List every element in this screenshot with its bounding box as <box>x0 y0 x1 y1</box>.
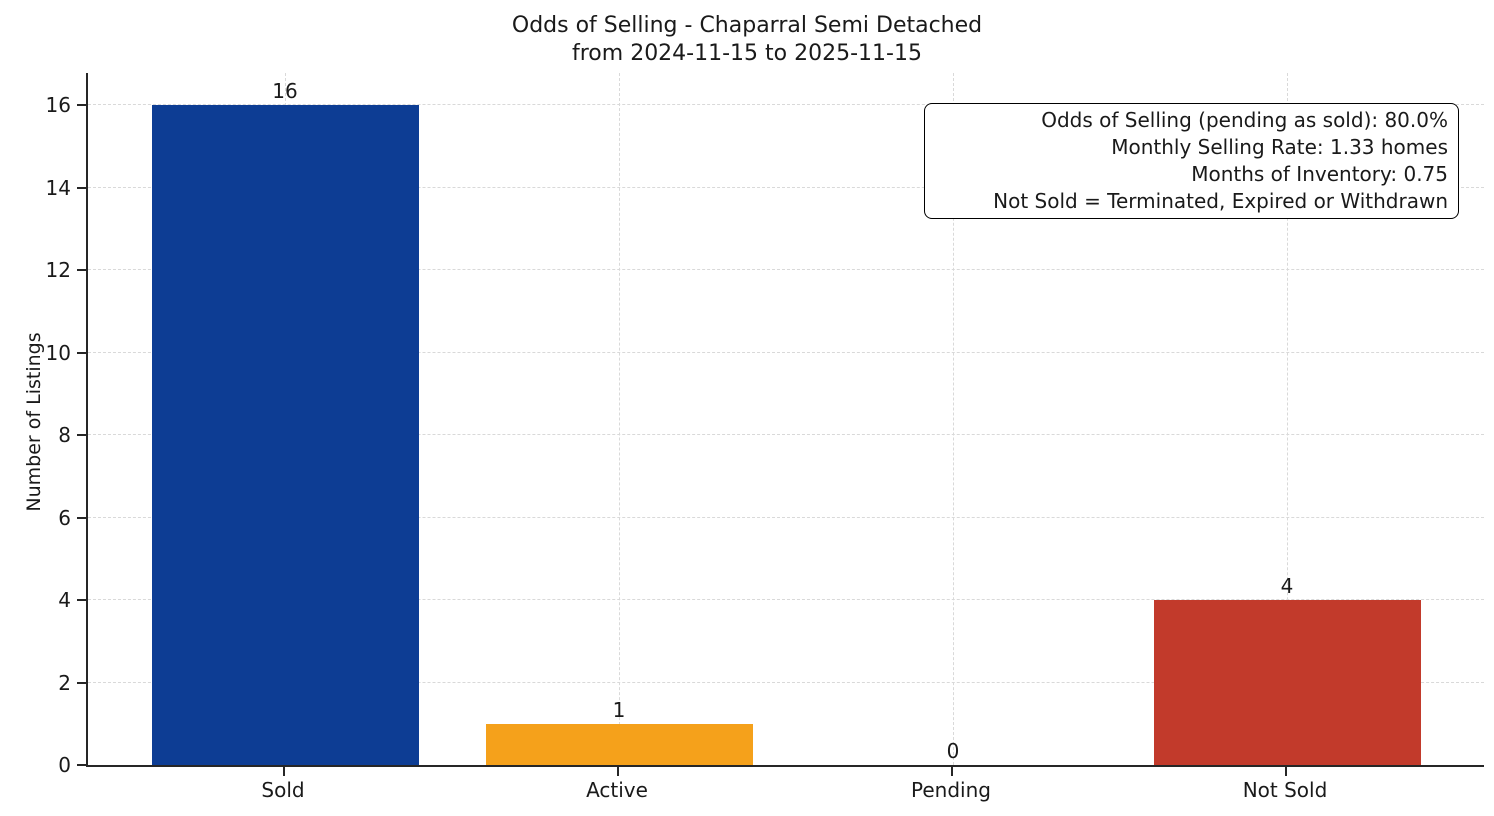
x-tick-mark <box>283 767 285 776</box>
chart-subtitle: from 2024-11-15 to 2025-11-15 <box>572 41 922 66</box>
bar-value-label: 0 <box>946 739 960 763</box>
y-tick-mark <box>77 186 86 189</box>
y-tick-mark <box>77 516 86 519</box>
y-tick-label: 16 <box>45 93 71 118</box>
bar-active <box>485 724 753 765</box>
chart-title: Odds of Selling - Chaparral Semi Detache… <box>511 13 983 38</box>
y-tick-label: 8 <box>58 423 71 448</box>
y-tick-label: 14 <box>45 175 71 200</box>
plot-area: 16 1 0 4 <box>86 73 1484 767</box>
bar-not-sold <box>1153 600 1421 765</box>
y-tick-label: 2 <box>58 670 71 695</box>
h-gridline <box>88 599 1484 601</box>
y-tick-mark <box>77 351 86 354</box>
y-tick-mark <box>77 681 86 684</box>
h-gridline <box>88 104 1484 106</box>
y-tick-mark <box>77 764 86 766</box>
bar-value-label: 16 <box>272 79 298 103</box>
h-gridline <box>88 434 1484 436</box>
y-tick-mark <box>77 104 86 107</box>
v-gridline <box>619 73 620 765</box>
bar-value-label: 1 <box>612 698 626 722</box>
annotation-line: Odds of Selling (pending as sold): 80.0% <box>1041 108 1448 132</box>
y-tick-mark <box>77 434 86 437</box>
h-gridline <box>88 681 1484 683</box>
h-gridline <box>88 269 1484 271</box>
x-tick-label-sold: Sold <box>261 778 305 802</box>
x-tick-label-pending: Pending <box>911 778 991 802</box>
y-tick-label: 12 <box>45 258 71 283</box>
x-tick-label-active: Active <box>586 778 648 802</box>
annotation-line: Months of Inventory: 0.75 <box>1191 162 1448 186</box>
y-tick-mark <box>77 269 86 272</box>
bar-sold <box>151 105 419 765</box>
x-tick-mark <box>951 767 953 776</box>
y-tick-label: 6 <box>58 505 71 530</box>
annotation-line: Not Sold = Terminated, Expired or Withdr… <box>993 189 1448 213</box>
h-gridline <box>88 516 1484 518</box>
h-gridline <box>88 351 1484 353</box>
h-gridline <box>88 186 1484 188</box>
x-tick-mark <box>1285 767 1287 776</box>
v-gridline <box>1287 73 1288 765</box>
x-tick-label-not-sold: Not Sold <box>1242 778 1328 802</box>
v-gridline <box>953 73 954 765</box>
y-tick-label: 0 <box>58 753 71 777</box>
annotation-box: Odds of Selling (pending as sold): 80.0%… <box>924 103 1459 219</box>
y-tick-mark <box>77 599 86 602</box>
y-tick-label: 10 <box>45 340 71 365</box>
x-tick-mark <box>617 767 619 776</box>
bar-value-label: 4 <box>1280 574 1294 598</box>
annotation-line: Monthly Selling Rate: 1.33 homes <box>1111 135 1448 159</box>
y-tick-label: 4 <box>58 588 71 613</box>
